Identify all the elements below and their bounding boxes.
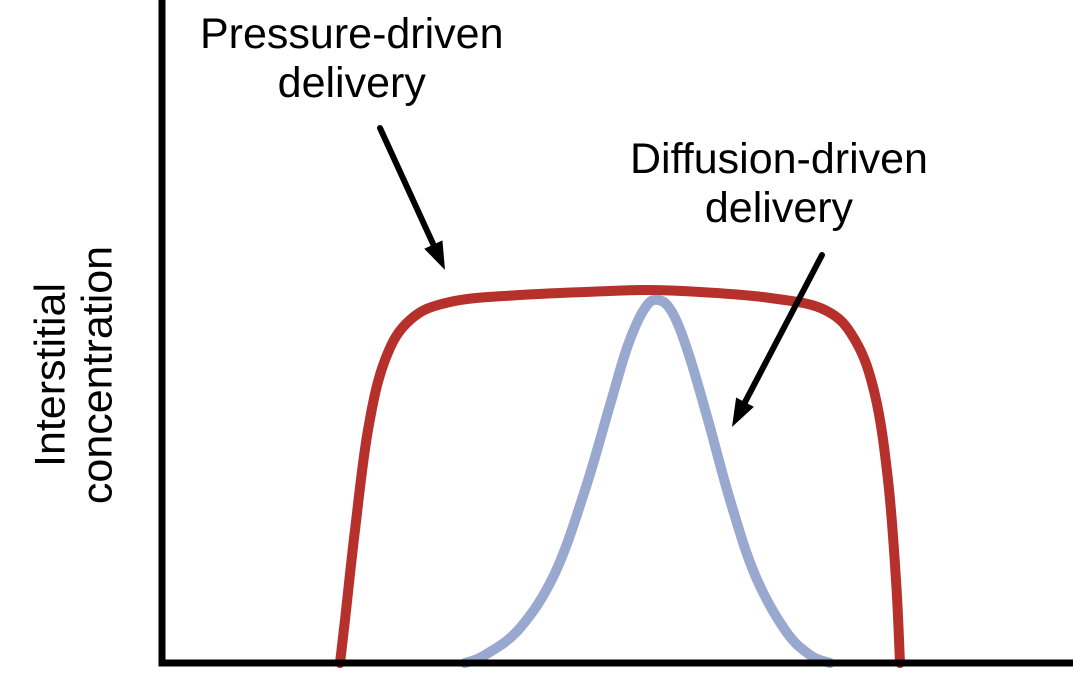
y-axis-label-line2: concentration xyxy=(74,246,122,504)
annotation-diffusion-line2: delivery xyxy=(705,184,853,232)
annotation-pressure-line2: delivery xyxy=(278,59,426,107)
concentration-chart: Interstitial concentration Pressure-driv… xyxy=(0,0,1073,675)
chart-svg xyxy=(0,0,1073,675)
annotation-diffusion-line1: Diffusion-driven xyxy=(630,135,928,183)
y-axis-label-line1: Interstitial xyxy=(27,283,75,467)
annotation-diffusion: Diffusion-driven delivery xyxy=(630,135,928,234)
annotation-pressure-line1: Pressure-driven xyxy=(200,10,504,58)
y-axis-label: Interstitial concentration xyxy=(28,246,123,504)
annotation-pressure: Pressure-driven delivery xyxy=(200,10,504,109)
